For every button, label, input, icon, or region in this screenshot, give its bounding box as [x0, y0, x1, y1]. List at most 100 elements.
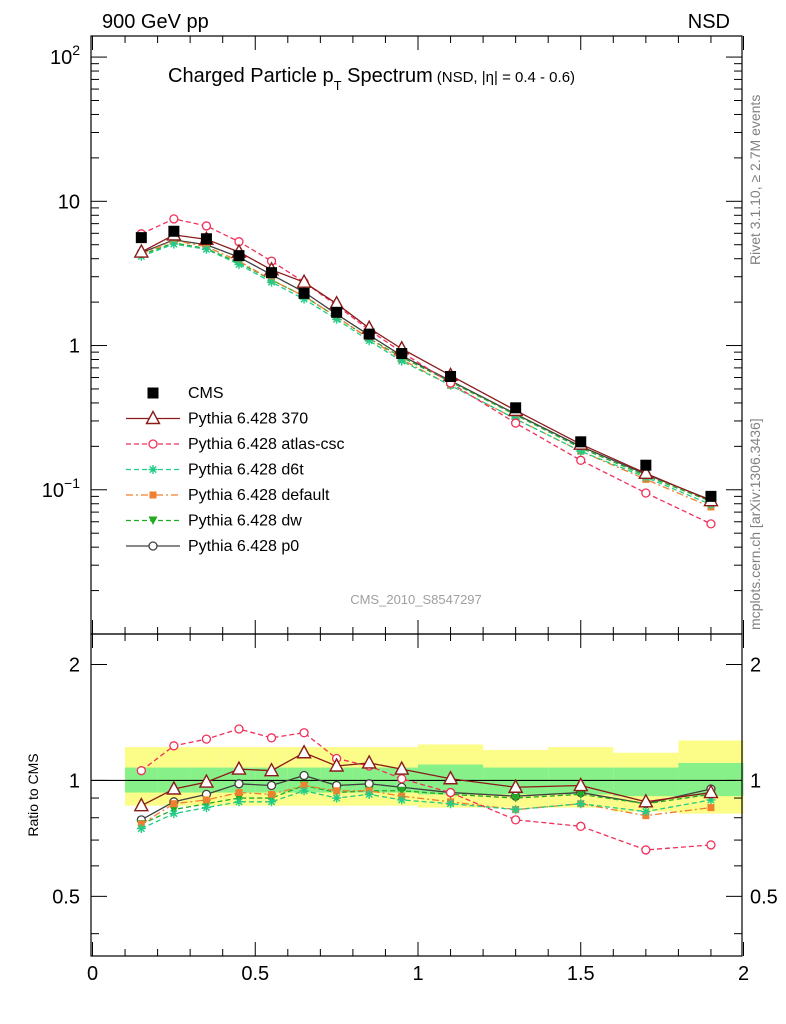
main-series-cms: [135, 225, 717, 502]
data-point: [266, 267, 278, 279]
header-right: NSD: [688, 11, 730, 33]
legend-marker: [148, 516, 158, 525]
data-point: [332, 314, 342, 324]
legend-label: Pythia 6.428 default: [188, 487, 330, 504]
data-point: [299, 728, 309, 738]
series-line: [141, 752, 712, 807]
data-point: [705, 490, 717, 502]
analysis-watermark: CMS_2010_S8547297: [350, 592, 482, 607]
legend-marker: [148, 541, 158, 551]
legend-label: Pythia 6.428 dw: [188, 513, 302, 530]
legend-entry: Pythia 6.428 p0: [126, 538, 299, 555]
axes: 0 0.5 1 1.5 2 102 10 1 10−1 2 2 1 1 0.5 0.5: [42, 36, 778, 985]
y-tick-label: 102: [50, 42, 80, 69]
data-point: [394, 760, 410, 775]
data-point: [299, 786, 309, 796]
data-point: [300, 782, 308, 790]
band-inner-12: [613, 767, 679, 797]
legend-entry: Pythia 6.428 dw: [126, 513, 302, 530]
data-point: [511, 794, 521, 803]
data-point: [201, 803, 211, 813]
data-point: [299, 294, 309, 304]
legend-marker: [149, 491, 157, 499]
data-point: [198, 773, 215, 788]
legend-marker: [148, 439, 158, 449]
data-point: [364, 789, 374, 799]
data-point: [397, 795, 407, 805]
y-tick-label: 1: [69, 336, 80, 358]
legend-label: Pythia 6.428 d6t: [188, 462, 304, 479]
legend-marker: [145, 410, 161, 425]
legend-label: Pythia 6.428 370: [188, 411, 308, 428]
data-point: [133, 243, 150, 258]
data-point: [235, 789, 243, 797]
data-point: [166, 780, 182, 795]
ratio-y-tick-label-right: 0.5: [750, 886, 778, 908]
data-point: [169, 214, 179, 224]
data-point: [299, 770, 309, 781]
ratio-ylabel: Ratio to CMS: [25, 753, 41, 836]
side-label-top: Rivet 3.1.10, ≥ 2.7M events: [747, 95, 763, 265]
data-point: [200, 233, 212, 245]
data-point: [576, 799, 586, 809]
x-tick-label: 1.5: [567, 963, 595, 985]
data-point: [266, 780, 277, 791]
ratio-y-tick-label-right: 2: [750, 654, 761, 676]
ratio-y-tick-label: 1: [69, 770, 80, 792]
ratio-series-pythia-6-428-atlas-csc: [136, 724, 716, 855]
data-point: [397, 786, 407, 796]
series-line: [141, 239, 712, 501]
data-point: [707, 804, 715, 812]
data-point: [706, 795, 716, 805]
y-tick-label: 10: [58, 191, 80, 213]
data-point: [233, 250, 245, 262]
legend-marker: [147, 387, 159, 399]
data-point: [231, 760, 247, 775]
chart-title: Charged Particle pT Spectrum (NSD, |η| = …: [168, 65, 575, 93]
data-point: [170, 800, 178, 808]
legend-label: Pythia 6.428 atlas-csc: [188, 436, 345, 453]
data-point: [703, 784, 719, 799]
data-point: [234, 779, 244, 789]
data-point: [263, 762, 280, 777]
data-point: [361, 754, 377, 769]
data-point: [397, 356, 407, 366]
data-point: [511, 815, 521, 825]
data-point: [267, 277, 277, 287]
data-point: [201, 244, 211, 254]
data-point: [510, 402, 522, 414]
data-point: [576, 790, 586, 799]
data-point: [201, 734, 212, 744]
data-point: [706, 840, 716, 850]
x-tick-label: 0.5: [241, 963, 269, 985]
legend-marker: [148, 465, 158, 474]
legend-entry: Pythia 6.428 atlas-csc: [126, 436, 345, 453]
ratio-y-tick-label: 0.5: [52, 886, 80, 908]
data-point: [638, 793, 654, 808]
data-point: [333, 787, 341, 795]
data-point: [706, 519, 716, 529]
legend-entry: CMS: [147, 385, 224, 402]
series-line: [141, 218, 712, 525]
data-point: [397, 774, 407, 784]
data-point: [169, 239, 179, 249]
ratio-series-pythia-6-428-d6t: [136, 786, 716, 834]
data-point: [133, 797, 150, 812]
legend-entry: Pythia 6.428 d6t: [126, 462, 304, 479]
main-series-pythia-6-428-atlas-csc: [136, 214, 716, 529]
ratio-series-pythia-6-428-370: [133, 744, 719, 812]
data-point: [442, 770, 459, 785]
ratio-series: [133, 724, 719, 855]
data-point: [445, 371, 457, 383]
data-point: [445, 787, 456, 798]
data-point: [169, 809, 179, 819]
data-point: [331, 306, 343, 318]
data-point: [446, 799, 456, 809]
data-point: [296, 273, 312, 288]
legend-entry: Pythia 6.428 370: [126, 410, 308, 428]
main-series: [133, 214, 719, 529]
data-point: [234, 259, 244, 269]
series-line: [141, 784, 712, 825]
series-line: [140, 728, 711, 851]
data-point: [511, 805, 521, 815]
